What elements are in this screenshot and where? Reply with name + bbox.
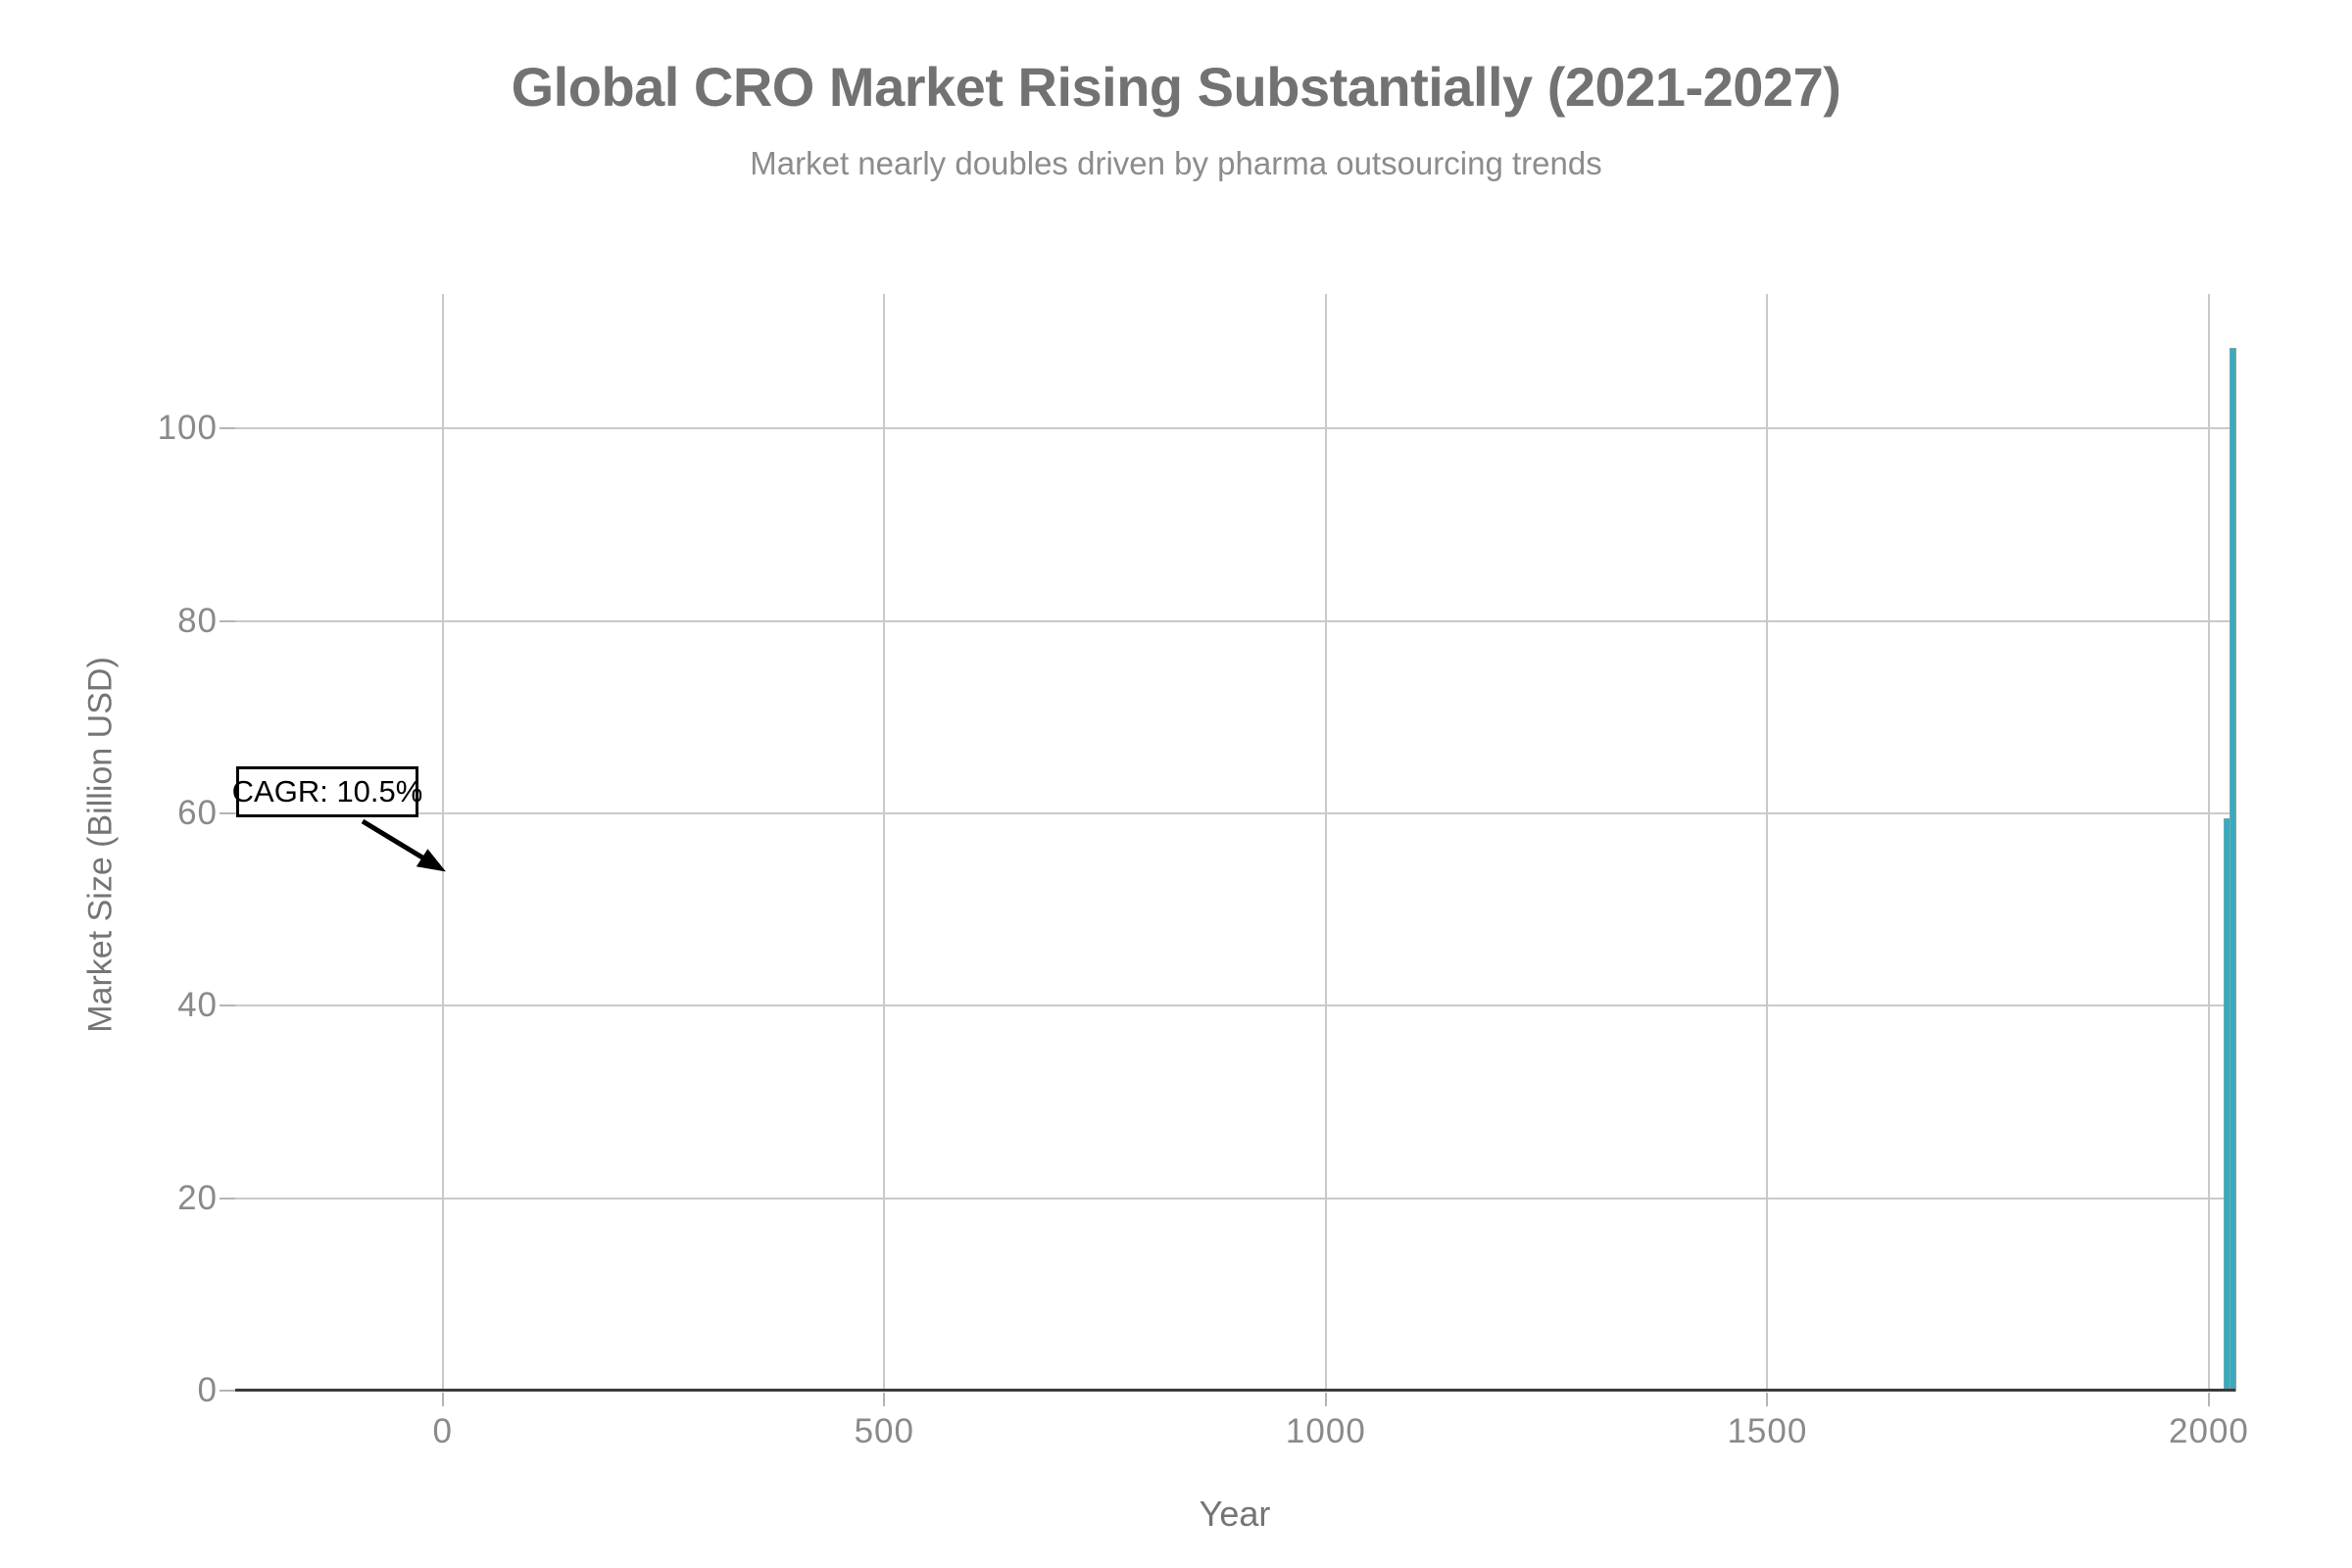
x-tick-mark — [2207, 1393, 2210, 1406]
x-tick-mark — [1324, 1393, 1327, 1406]
x-tick-mark — [441, 1393, 444, 1406]
y-gridline — [235, 619, 2235, 622]
x-gridline — [1324, 294, 1327, 1391]
x-tick-label: 500 — [854, 1412, 914, 1450]
y-tick-label: 40 — [177, 986, 218, 1025]
x-tick-mark — [1766, 1393, 1769, 1406]
y-tick-mark — [220, 427, 235, 430]
cagr-annotation-box: CAGR: 10.5% — [232, 766, 422, 817]
x-gridline — [441, 294, 444, 1391]
y-tick-mark — [220, 1197, 235, 1200]
x-gridline — [1766, 294, 1769, 1391]
x-tick-label: 2000 — [2169, 1412, 2249, 1450]
y-tick-mark — [220, 1390, 235, 1392]
y-tick-label: 60 — [177, 794, 218, 833]
x-axis-line — [235, 1389, 2235, 1392]
y-gridline — [235, 812, 2235, 815]
y-tick-label: 100 — [157, 409, 218, 448]
y-tick-label: 0 — [197, 1371, 218, 1409]
bar-2027[interactable] — [2229, 347, 2236, 1392]
chart-title: Global CRO Market Rising Substantially (… — [511, 56, 1841, 118]
y-axis-title: Market Size (Billion USD) — [81, 657, 120, 1033]
y-gridline — [235, 1197, 2235, 1200]
chart-subtitle: Market nearly doubles driven by pharma o… — [750, 145, 1602, 181]
x-tick-label: 1500 — [1727, 1412, 1808, 1450]
y-tick-label: 20 — [177, 1178, 218, 1217]
cagr-annotation-label: CAGR: 10.5% — [231, 774, 423, 808]
x-tick-label: 0 — [432, 1412, 453, 1450]
y-gridline — [235, 1004, 2235, 1007]
y-tick-mark — [220, 619, 235, 622]
y-tick-label: 80 — [177, 601, 218, 640]
x-gridline — [2207, 294, 2210, 1391]
x-tick-mark — [883, 1393, 886, 1406]
y-tick-mark — [220, 1004, 235, 1007]
y-tick-mark — [220, 812, 235, 815]
x-tick-label: 1000 — [1285, 1412, 1366, 1450]
y-gridline — [235, 427, 2235, 430]
x-axis-title: Year — [1199, 1494, 1271, 1534]
x-gridline — [883, 294, 886, 1391]
